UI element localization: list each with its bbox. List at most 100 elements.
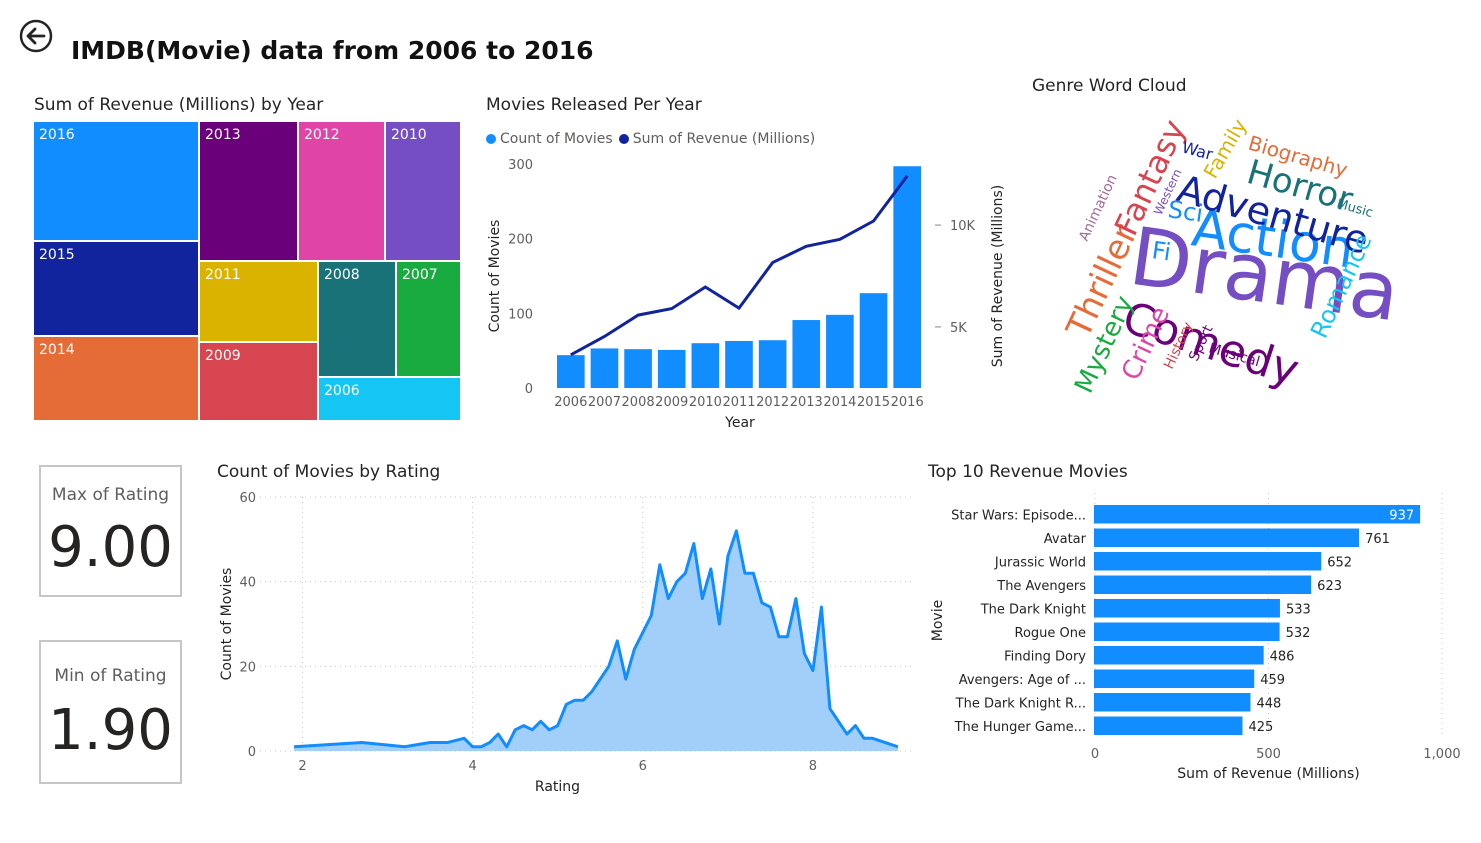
legend-item-count[interactable]: Count of Movies [486,131,613,147]
bar-2006[interactable] [557,355,585,388]
legend-label: Sum of Revenue (Millions) [632,131,816,147]
top-revenue-bar-chart[interactable]: 0 500 1,000 Star Wars: Episode... 937 Avatar 7… [920,485,1475,795]
x-tick-label: 2008 [622,395,655,410]
x-tick-label: 2012 [756,395,789,410]
hbar-chart-title: Top 10 Revenue Movies [928,462,1128,482]
x-tick-label: 1,000 [1423,747,1460,762]
word-fi[interactable]: Fi [1150,236,1172,266]
bar-2011[interactable] [725,340,753,388]
treemap-tile-2013[interactable]: 2013 [199,121,298,261]
y-tick-label: 100 [508,307,533,322]
y-tick-label: 0 [525,382,533,397]
data-label: 937 [1389,508,1414,523]
data-label: 486 [1270,649,1295,664]
movie-label: Star Wars: Episode... [951,508,1086,523]
data-label: 532 [1286,626,1311,641]
treemap-tile-2012[interactable]: 2012 [298,121,385,261]
x-tick-label: 2010 [689,395,722,410]
max-rating-value: 9.00 [48,515,173,580]
treemap-tile-label: 2013 [205,127,241,143]
treemap-tile-2008[interactable]: 2008 [318,261,396,377]
x-axis-title: Year [724,415,755,431]
bar-movie[interactable] [1094,599,1280,618]
x-tick-label: 2009 [655,395,688,410]
data-label: 623 [1317,579,1342,594]
treemap-tile-label: 2012 [304,127,340,143]
area-chart-title: Count of Movies by Rating [217,462,441,482]
treemap-tile-2009[interactable]: 2009 [199,342,318,421]
treemap-tile-label: 2016 [39,127,75,143]
legend-label: Count of Movies [500,131,613,147]
bar-movie[interactable] [1094,552,1322,571]
bar-2008[interactable] [624,349,652,388]
treemap-tile-2010[interactable]: 2010 [385,121,461,261]
bar-movie[interactable] [1094,669,1255,689]
x-tick-label: 2014 [823,395,856,410]
y-tick-label: 0 [248,745,256,760]
legend-item-revenue[interactable]: Sum of Revenue (Millions) [618,131,816,147]
bar-movie[interactable] [1094,575,1312,595]
bar-2012[interactable] [758,340,787,388]
page-title: IMDB(Movie) data from 2006 to 2016 [71,36,594,65]
x-tick-label: 0 [1091,747,1099,762]
rating-area-chart[interactable]: 0 20 40 60 2 4 6 8 Rating Count of Movies [210,485,925,805]
bar-movie[interactable] [1094,693,1251,712]
x-tick-label: 2007 [588,395,621,410]
movie-label: Rogue One [1015,626,1087,641]
revenue-line[interactable] [570,175,909,357]
genre-word-cloud[interactable]: DramaActionComedyAdventureHorrorThriller… [1040,100,1440,410]
bar-movie[interactable] [1094,528,1360,548]
movie-label: Avatar [1044,532,1087,547]
x-tick-label: 2011 [722,395,755,410]
bar-movie[interactable] [1094,646,1264,665]
word-war[interactable]: War [1180,138,1215,165]
bar-2014[interactable] [826,314,854,388]
bar-movie[interactable] [1094,622,1280,642]
bar-2010[interactable] [691,343,720,388]
x-tick-label: 2006 [554,395,587,410]
bar-2007[interactable] [590,348,619,388]
legend-dot [618,134,629,144]
treemap-tile-2007[interactable]: 2007 [396,261,461,377]
max-rating-card: Max of Rating 9.00 [39,465,182,597]
treemap-tile-2015[interactable]: 2015 [33,241,199,336]
y2-tick-label: 5K [950,321,967,336]
movie-label: The Dark Knight R... [955,696,1086,711]
treemap-tile-2016[interactable]: 2016 [33,121,199,241]
bar-2016[interactable] [893,166,921,388]
bar-2013[interactable] [792,320,821,388]
min-rating-value: 1.90 [48,698,173,763]
bar-movie[interactable] [1094,716,1243,736]
x-tick-label: 8 [809,759,817,774]
x-tick-label: 500 [1256,747,1281,762]
treemap-tile-label: 2014 [39,342,75,358]
y-axis-title: Movie [930,600,946,641]
bar-2015[interactable] [859,293,888,388]
treemap-tile-2011[interactable]: 2011 [199,261,318,342]
x-tick-label: 4 [469,759,477,774]
data-label: 652 [1327,555,1352,570]
data-label: 533 [1286,602,1311,617]
treemap-tile-label: 2007 [402,267,438,283]
word-sci[interactable]: Sci [1166,195,1205,228]
data-label: 448 [1256,696,1281,711]
bar-movie[interactable] [1094,505,1421,524]
x-tick-label: 2013 [790,395,823,410]
area-line[interactable] [293,529,899,749]
y-axis-title: Count of Movies [487,220,503,333]
movie-label: Jurassic World [994,555,1086,570]
bar-2009[interactable] [657,349,686,388]
treemap-tile-2006[interactable]: 2006 [318,377,461,421]
area-fill[interactable] [294,530,898,751]
combo-chart-title: Movies Released Per Year [486,95,702,115]
treemap-tile-2014[interactable]: 2014 [33,336,199,421]
movie-label: Finding Dory [1004,649,1086,664]
treemap-tile-label: 2011 [205,267,241,283]
min-rating-label: Min of Rating [54,666,167,686]
revenue-by-year-treemap[interactable]: 2016 2015 2014 2013 2012 2010 2011 2009 2008 2007… [33,121,461,421]
movie-label: The Dark Knight [980,602,1086,617]
x-tick-label: 6 [639,759,647,774]
movie-label: The Avengers [996,579,1086,594]
back-arrow-icon[interactable] [19,19,53,53]
